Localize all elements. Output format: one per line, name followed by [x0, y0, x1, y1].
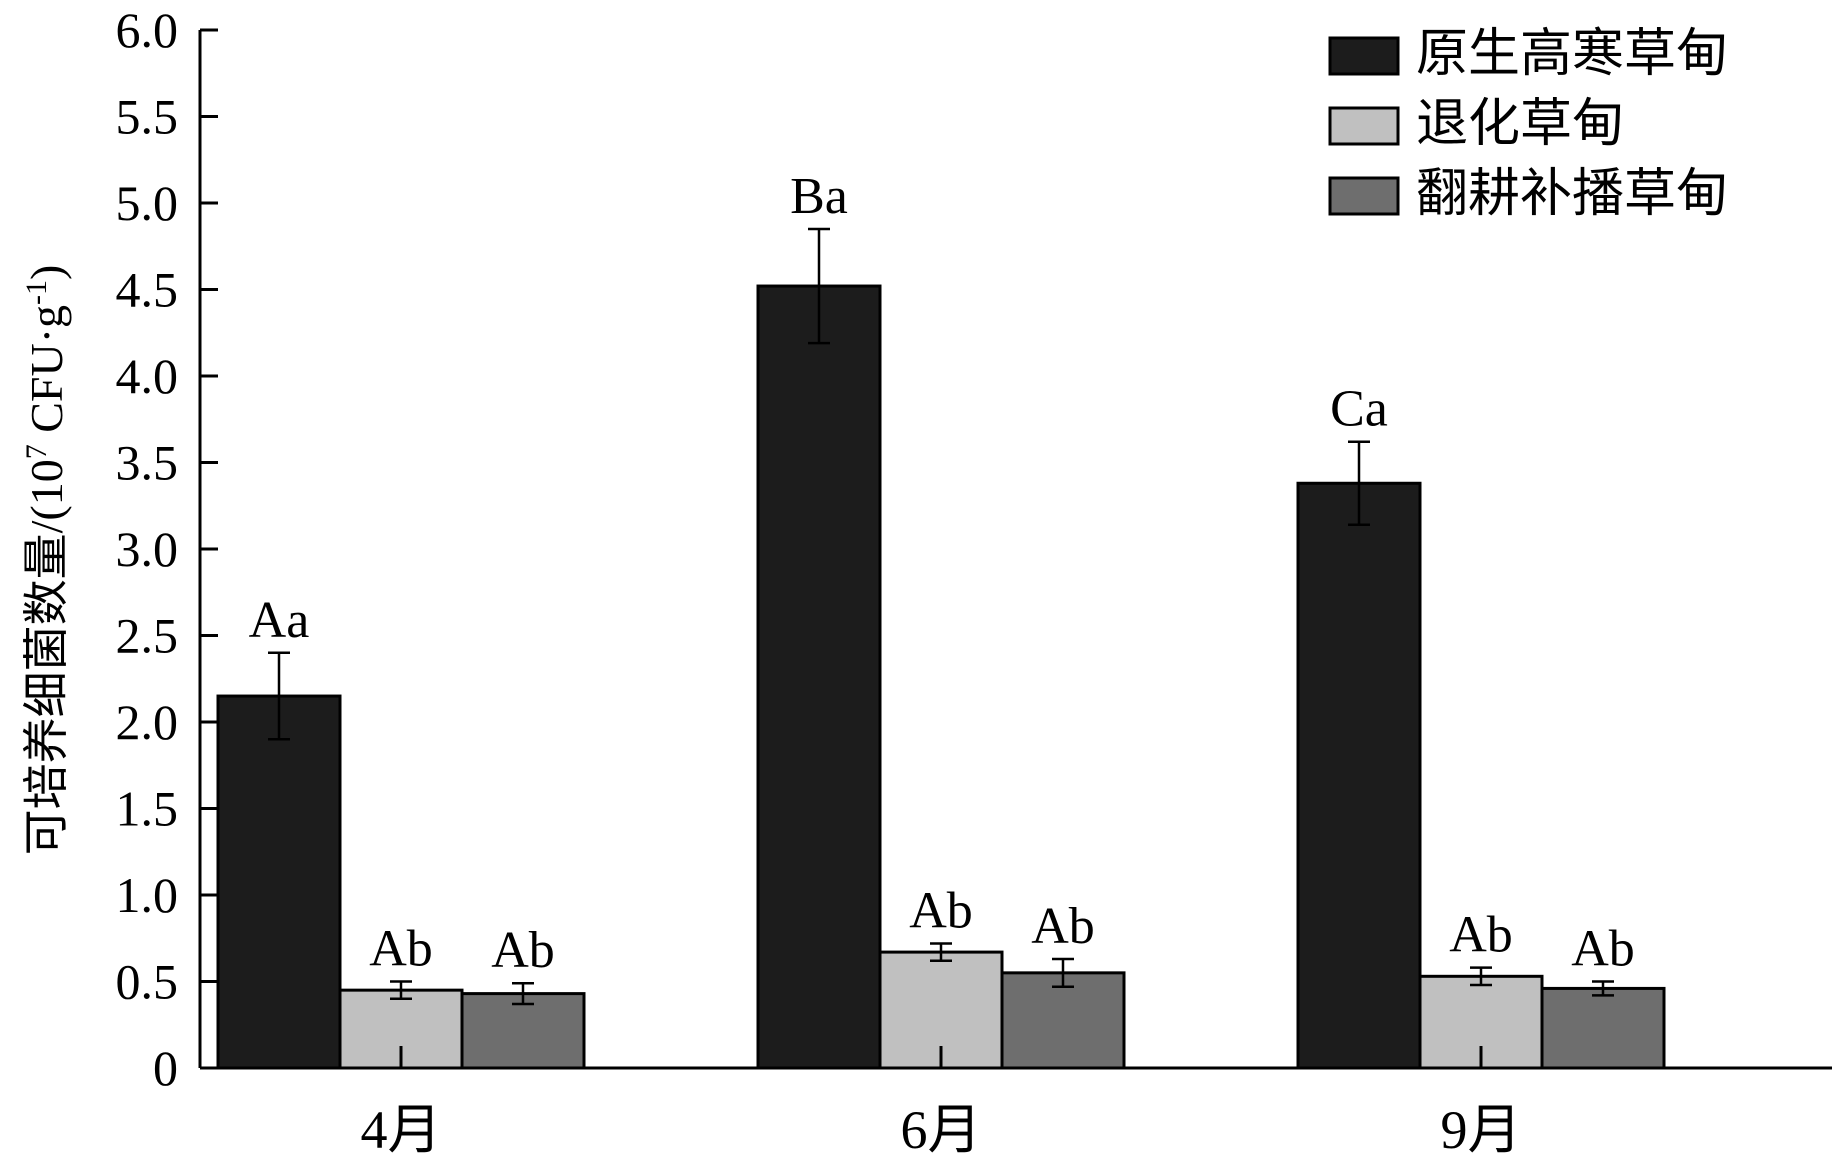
y-tick-label-0: 0 [153, 1040, 178, 1096]
y-axis-title-main: 可培养细菌数量/(10 [21, 459, 72, 855]
bar-2-1 [1000, 971, 1126, 1070]
sig-label-1-2: Ab [1449, 907, 1513, 964]
y-tick-label-11: 5.5 [116, 89, 179, 145]
y-axis-title-end: ) [21, 265, 72, 280]
y-tick-label-9: 4.5 [116, 262, 179, 318]
sig-label-0-2: Ca [1330, 381, 1388, 438]
bar-0-0 [216, 694, 342, 1070]
sig-label-2-2: Ab [1571, 921, 1635, 978]
bar-0-1 [756, 284, 882, 1070]
y-tick-label-6: 3.0 [116, 521, 179, 577]
y-axis-title-sup1: 7 [20, 444, 53, 459]
legend-swatch-1 [1328, 106, 1400, 146]
legend-label-2: 翻耕补播草甸 [1416, 166, 1728, 223]
y-ticks: 0 0.5 1.0 1.5 2.0 2.5 3.0 3.5 4.0 4.5 5.0 5.5 6.0 [116, 2, 218, 1096]
legend-swatch-0 [1328, 36, 1400, 76]
bar-2-0 [460, 992, 586, 1070]
y-tick-label-7: 3.5 [116, 435, 179, 491]
legend-label-0: 原生高寒草甸 [1416, 26, 1728, 83]
y-tick-label-10: 5.0 [116, 175, 179, 231]
y-axis-title-sup2: -1 [20, 280, 53, 305]
y-tick-label-8: 4.0 [116, 348, 179, 404]
bar-2-2 [1540, 986, 1666, 1070]
y-tick-label-1: 0.5 [116, 954, 179, 1010]
y-tick-label-4: 2.0 [116, 694, 179, 750]
legend-label-1: 退化草甸 [1416, 96, 1624, 153]
y-axis-title: 可培养细菌数量/(107 CFU·g-1) [20, 265, 72, 856]
sig-label-1-1: Ab [909, 882, 973, 939]
sig-label-1-0: Ab [369, 921, 433, 978]
y-axis-title-mid: CFU·g [21, 305, 72, 444]
sig-label-0-0: Aa [249, 592, 310, 649]
legend-swatch-2 [1328, 176, 1400, 216]
plot-area: Aa Ab Ab Ba Ab Ab Ca Ab Ab [216, 168, 1666, 1070]
bar-0-2 [1296, 481, 1422, 1070]
y-tick-label-12: 6.0 [116, 2, 179, 58]
x-tick-label-0: 4月 [361, 1100, 442, 1160]
y-tick-label-2: 1.0 [116, 867, 179, 923]
sig-label-2-0: Ab [491, 922, 555, 979]
y-tick-label-3: 1.5 [116, 781, 179, 837]
x-tick-label-2: 9月 [1441, 1100, 1522, 1160]
sig-label-2-1: Ab [1031, 898, 1095, 955]
sig-label-0-1: Ba [790, 168, 848, 225]
x-tick-label-1: 6月 [901, 1100, 982, 1160]
y-tick-label-5: 2.5 [116, 608, 179, 664]
x-ticks: 4月 6月 9月 [361, 1046, 1522, 1160]
